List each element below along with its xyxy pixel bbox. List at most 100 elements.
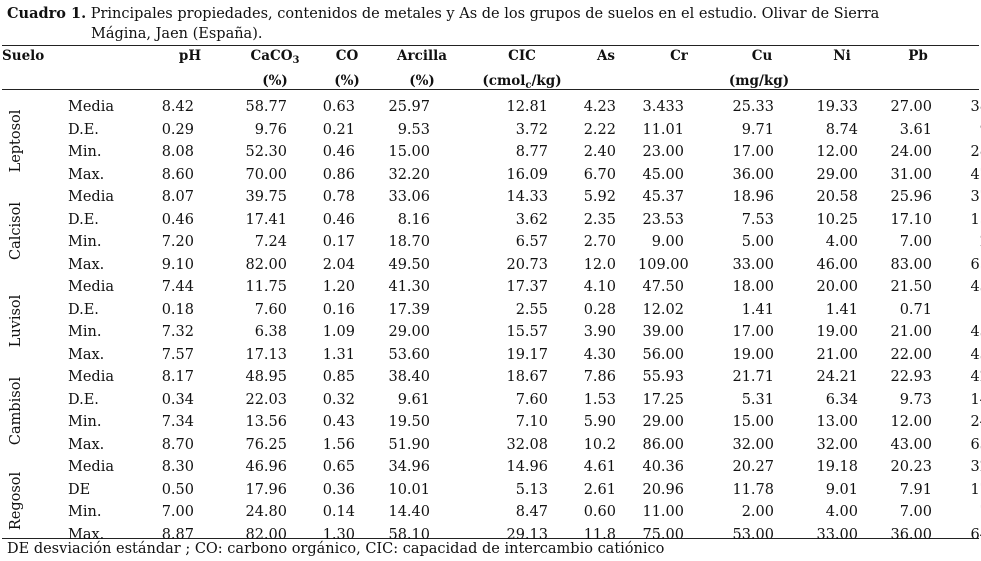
table-cell: 15.57 [506,324,548,340]
header-as: As [596,48,616,64]
stat-label: Min. [68,144,102,160]
table-cell: 46.96 [245,459,287,475]
table-cell: 17.13 [970,481,981,498]
table-cell: 19.18 [816,459,858,475]
table-cell: 0.65 [322,459,355,475]
stat-label: Min. [68,414,102,430]
caption-text-line2: Mágina, Jaen (España). [91,26,263,42]
table-cell: 45.00 [642,166,684,183]
table-cell: 17.10 [890,211,932,228]
header-cu: Cu [751,48,773,64]
table-cell: 20.73 [506,256,548,273]
table-cell: 11.8 [583,526,616,543]
table-cell: 58.10 [388,526,430,543]
table-cell: 11.78 [732,481,774,498]
table-cell: 7.53 [741,211,774,228]
table-row: Min. 7.32 6.38 1.09 29.00 15.57 3.90 39.00 17.00… [2,321,981,344]
table-cell: 24.80 [245,504,287,520]
table-cell: 8.60 [161,166,194,183]
table-cell: 2.55 [515,301,548,318]
table-cell: 14.58 [970,391,981,408]
caption-text-line1: Principales propiedades, contenidos de m… [90,6,880,22]
table-cell: 55.93 [642,369,684,385]
table-cell: 4.30 [583,346,616,363]
stat-label: Media [68,459,114,475]
table-cell: 8.08 [161,144,194,160]
header-co: CO [335,48,359,64]
header-units-blank-2 [68,71,150,96]
table-cell: 0.29 [161,121,194,138]
header-row: Suelo pH CaCO3 CO Arcilla CIC As Cr Cu N… [2,46,981,71]
table-cell: 18.96 [732,189,774,205]
table-cell: 33.00 [732,256,774,273]
table-cell: 19.17 [506,346,548,363]
table-cell: 18.70 [388,234,430,250]
table-cell: 5.92 [583,189,616,205]
table-cell: 21.00 [890,324,932,340]
table-cell: 32.00 [816,436,858,453]
table-cell: 7.00 [161,504,194,520]
soil-group-cell: Cambisol [2,366,68,456]
table-cell: 25.96 [890,189,932,205]
table-cell: 43.00 [970,346,981,363]
table-cell: 17.39 [388,301,430,318]
table-cell: 19.50 [388,414,430,430]
soil-group-name: Cambisol [7,376,24,446]
table-cell: 43.00 [970,324,981,340]
table-cell: 0.50 [161,481,194,498]
table-row: Cambisol Media 8.17 48.95 0.85 38.40 18.67 7.86… [2,366,981,445]
soil-group-name: Leptosol [7,109,24,173]
table-cell: 20.58 [816,189,858,205]
table-cell: 34.96 [388,459,430,475]
stat-label: Max. [68,526,105,543]
table-cell: 5.90 [583,414,616,430]
header-cr: Cr [670,48,688,64]
table-cell: 76.25 [245,436,287,453]
header-caco3-subscript: 3 [292,55,300,66]
table-cell: 8.74 [825,121,858,138]
table-cell: 70.00 [245,166,287,183]
table-cell: 0 [956,299,981,322]
table-cell: 2.35 [583,211,616,228]
table-cell: 6.34 [825,391,858,408]
table-cell: 0.17 [322,234,355,250]
table-cell: 7.00 [899,234,932,250]
table-cell: 8.17 [161,369,194,385]
header-caco3-unit: (%) [262,73,288,89]
top-rule [2,45,979,46]
table-cell: 25.33 [732,99,774,115]
header-arcilla: Arcilla [397,48,447,64]
table-cell: 17.00 [732,324,774,340]
table-cell: 83.00 [890,256,932,273]
table-cell: 3.90 [583,324,616,340]
table-cell: 24.21 [816,369,858,385]
table-cell: 1.56 [322,436,355,453]
header-cic-unit-a: (cmol [482,73,526,89]
table-cell: 82.00 [245,256,287,273]
table-cell: 0.85 [322,369,355,385]
table-cell: 64.00 [970,526,981,543]
table-cell: 17.41 [245,211,287,228]
table-cell: 1.53 [583,391,616,408]
table-cell: 0.46 [322,211,355,228]
table-cell: 8.47 [515,504,548,520]
header-pb: Pb [908,48,928,64]
table-cell: 6.38 [254,324,287,340]
header-units-blank-1 [2,71,68,96]
table-cell: 75.00 [642,526,684,543]
table-cell: 8.42 [161,99,194,115]
table-cell: 28.00 [970,144,981,160]
table-cell: 5.13 [515,481,548,498]
table-cell: 4.10 [583,279,616,295]
table-cell: 17.00 [732,144,774,160]
table-cell: 6.70 [583,166,616,183]
stat-label: Min. [68,324,102,340]
soil-group-cell: Luvisol [2,276,68,366]
table-row: Luvisol Media 7.44 11.75 1.20 41.30 17.37 4.10 4… [2,276,981,347]
header-cic-unit-subscript: c [525,80,532,91]
header-ph: pH [178,48,202,64]
header-metal-unit: (mg/kg) [728,73,790,89]
table-cell: 18.67 [506,369,548,385]
table-cell: 8.87 [161,526,194,543]
stat-label: D.E. [68,391,99,408]
